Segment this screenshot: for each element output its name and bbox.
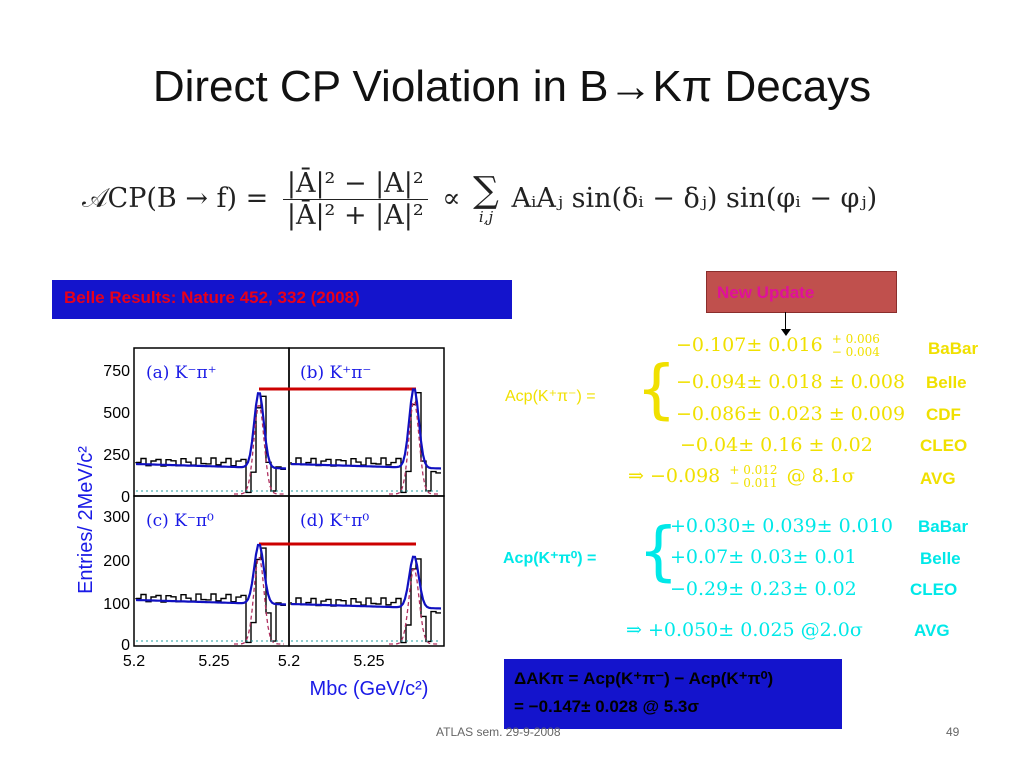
kpi0-row-belle: +0.07± 0.03± 0.01 [670,546,857,568]
kpim-exp-cleo: CLEO [920,436,968,455]
ytick-bot-200: 200 [103,553,130,570]
xtick-right-525: 5.25 [353,653,384,670]
panel-c-histogram [135,547,286,644]
panel-c-signal-curve [234,557,284,645]
kpi0-avg-row: ⇒ +0.050± 0.025 @2.0σ [626,619,863,641]
belle-results-label: Belle Results: Nature 452, 332 (2008) [64,288,360,307]
plot-ylabel: Entries/ 2MeV/c² [75,446,97,594]
panel-d-label: (d) K⁺π⁰ [300,511,369,531]
kpi0-row-babar: +0.030± 0.039± 0.010 [670,515,894,537]
panel-a-fit-curve [135,392,287,470]
panel-b-signal-curve [389,401,439,495]
xtick-left-525: 5.25 [198,653,229,670]
new-update-box: New Update [706,271,897,313]
ytick-bot-300: 300 [103,509,130,526]
panel-d-frame [288,495,445,647]
kpi0-avg-label: AVG [914,621,950,640]
kpim-exp-babar: BaBar [928,339,979,358]
formula-lhs: 𝒜CP(B → f) = [82,183,269,214]
sum-index: i,j [478,207,494,226]
new-update-label: New Update [717,283,815,302]
panel-b-label: (b) K⁺π⁻ [300,363,371,383]
ytick-bot-0: 0 [121,637,130,654]
panel-c-label: (c) K⁻π⁰ [146,511,214,531]
panel-d-signal-curve [389,568,439,645]
panel-b-fit-curve [290,388,442,470]
plot-xlabel: Mbc (GeV/c²) [310,678,429,700]
slide-title: Direct CP Violation in B→Kπ Decays [152,62,872,111]
acp-kpim-label: Acp(K⁺π⁻) = [505,388,596,405]
panel-a-signal-curve [234,405,284,495]
brace-kpi0-icon: { [638,515,679,589]
panel-a-histogram [135,395,286,494]
panel-d-histogram [290,558,441,644]
kpim-exp-cdf: CDF [926,405,961,424]
ytick-top-750: 750 [103,363,130,380]
formula-proportional: ∝ [442,183,461,214]
panel-a-label: (a) K⁻π⁺ [146,363,217,383]
sum-sigma: ∑ [473,169,499,211]
ytick-top-250: 250 [103,447,130,464]
delta-line1: ΔAKπ = Acp(K⁺π⁻) − Acp(K⁺π⁰) [514,669,774,688]
arrow-down-icon [781,329,791,336]
ytick-bot-100: 100 [103,596,130,613]
belle-mbc-plot: Entries/ 2MeV/c² (a) K⁻π⁺ (b) K⁺π⁻ (c) K… [75,347,445,700]
page-number: 49 [946,725,960,739]
ytick-top-0: 0 [121,489,130,506]
footer-text: ATLAS sem. 29-9-2008 [436,725,561,739]
formula-denominator: |Ā|² + |A|² [286,200,424,231]
kpi0-exp-cleo: CLEO [910,580,958,599]
fit-curves [135,388,442,645]
delta-line2: = −0.147± 0.028 @ 5.3σ [514,697,699,716]
formula-fraction: |Ā|² − |A|² |Ā|² + |A|² [282,168,428,231]
brace-kpim-icon: { [636,353,677,427]
panel-c-fit-curve [135,543,287,606]
panel-d-fit-curve [290,555,442,610]
update-arrow-line [785,312,786,332]
kpim-avg-row: ⇒ −0.098 + 0.012 − 0.011 @ 8.1σ [628,463,855,490]
ytick-top-500: 500 [103,405,130,422]
kpim-avg-label: AVG [920,469,956,488]
kpim-row-belle: −0.094± 0.018 ± 0.008 [676,371,906,393]
belle-results-banner: Belle Results: Nature 452, 332 (2008) [52,280,512,319]
delta-acp-box: ΔAKπ = Acp(K⁺π⁻) − Acp(K⁺π⁰) = −0.147± 0… [504,659,842,729]
kpim-row-cdf: −0.086± 0.023 ± 0.009 [676,403,906,425]
xtick-left-52: 5.2 [123,653,145,670]
xtick-right-52: 5.2 [278,653,300,670]
kpim-row-cleo: −0.04± 0.16 ± 0.02 [680,434,873,456]
formula-rhs: AᵢAⱼ sin(δᵢ − δⱼ) sin(φᵢ − φⱼ) [511,183,878,214]
formula-numerator: |Ā|² − |A|² [282,168,428,200]
kpi0-exp-belle: Belle [920,549,961,568]
acp-kpi0-label: Acp(K⁺π⁰) = [503,550,597,567]
acp-formula: 𝒜CP(B → f) = |Ā|² − |A|² |Ā|² + |A|² ∝ ∑… [82,168,877,231]
kpi0-row-cleo: −0.29± 0.23± 0.02 [670,578,857,600]
kpi0-exp-babar: BaBar [918,517,969,536]
kpim-exp-belle: Belle [926,373,967,392]
kpim-row-babar: −0.107± 0.016 + 0.006 − 0.004 [676,332,880,359]
formula-sum: ∑ i,j [473,169,499,226]
